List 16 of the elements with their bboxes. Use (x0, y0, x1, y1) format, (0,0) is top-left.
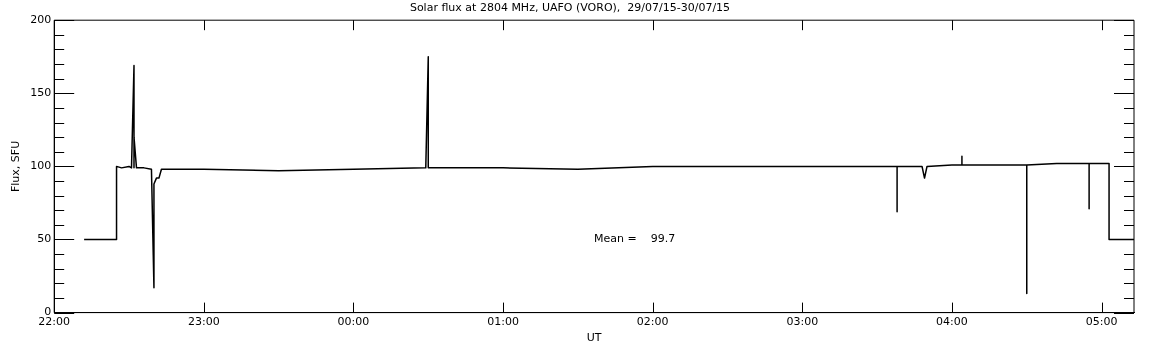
y-tick-label: 50 (37, 232, 52, 246)
x-tick-label: 05:00 (1085, 315, 1118, 329)
x-tick-label: 22:00 (38, 315, 71, 329)
x-tick-label: 04:00 (936, 315, 968, 329)
y-tick-label: 200 (30, 13, 52, 27)
x-tick-label: 02:00 (636, 315, 669, 329)
x-tick-label: 03:00 (786, 315, 819, 329)
y-axis-title: Flux, SFU (9, 140, 23, 193)
y-tick-label: 150 (30, 86, 52, 100)
x-tick-label: 00:00 (337, 315, 370, 329)
x-axis-title: UT (586, 331, 602, 345)
x-tick-label: 01:00 (487, 315, 519, 329)
y-tick-label: 100 (30, 159, 52, 173)
chart-title: Solar flux at 2804 MHz, UAFO (VORO), 29/07/15-30/07/15 (409, 1, 731, 15)
annotation: Mean = 99.7 (594, 232, 676, 246)
x-tick-label: 23:00 (187, 315, 220, 329)
